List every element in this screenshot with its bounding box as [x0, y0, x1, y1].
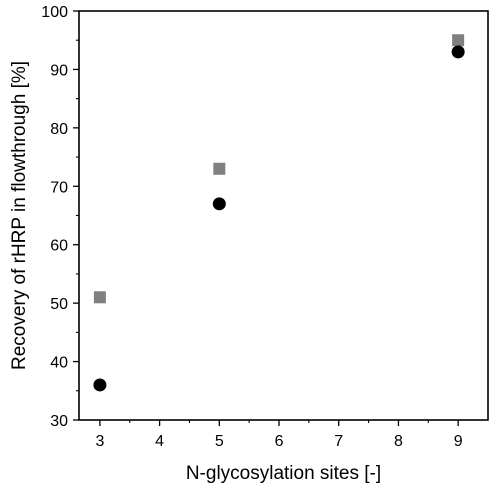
y-tick-label: 80	[50, 121, 68, 138]
ticks-layer: 3 4 5 6 7 8 9 30 40 50 60 70 80 90 100	[41, 4, 462, 450]
data-point-square	[93, 291, 106, 304]
data-point-square	[213, 162, 226, 175]
y-tick-label: 100	[41, 4, 68, 21]
x-tick-label: 6	[275, 433, 284, 450]
x-tick-label: 4	[155, 433, 164, 450]
x-tick-label: 8	[394, 433, 403, 450]
data-point-square	[452, 34, 465, 47]
y-axis-title: Recovery of rHRP in flowthrough [%]	[9, 61, 30, 370]
data-point-circle	[93, 378, 107, 392]
y-tick-label: 40	[50, 355, 68, 372]
data-point-circle	[451, 45, 465, 59]
x-tick-label: 7	[334, 433, 343, 450]
y-tick-label: 90	[50, 62, 68, 79]
x-axis-title: N-glycosylation sites [-]	[186, 463, 381, 484]
x-tick-label: 9	[454, 433, 463, 450]
data-point-circle	[212, 197, 226, 211]
plot-frame	[78, 10, 489, 421]
y-tick-label: 60	[50, 238, 68, 255]
x-tick-label: 3	[95, 433, 104, 450]
marks-layer	[93, 34, 465, 392]
y-tick-label: 30	[50, 413, 68, 430]
y-tick-label: 70	[50, 179, 68, 196]
x-tick-label: 5	[215, 433, 224, 450]
y-tick-label: 50	[50, 296, 68, 313]
